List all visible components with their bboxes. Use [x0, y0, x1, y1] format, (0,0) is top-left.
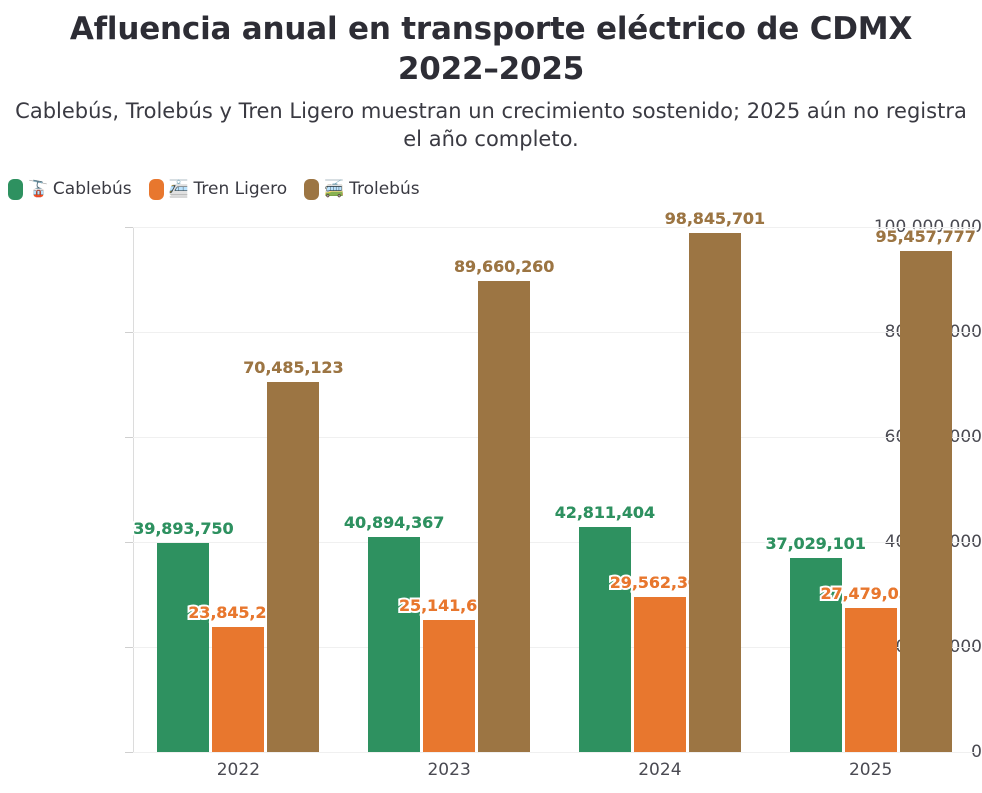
bar-value-label-outline: 95,457,777 — [874, 225, 978, 248]
bar-value-label: 23,845,237 — [188, 602, 289, 622]
legend-label: Cablebús — [52, 179, 132, 199]
bar-2022-troleb-s[interactable] — [267, 381, 320, 752]
bar-value-label: 89,660,260 — [454, 257, 555, 277]
gridline — [133, 437, 976, 438]
bar-2024-tren-ligero[interactable] — [633, 596, 686, 752]
bar-2024-cableb-s[interactable] — [578, 527, 631, 752]
legend-item-cableb-s[interactable]: 🚡 Cablebús — [8, 176, 132, 202]
x-axis-tick-label: 2022 — [216, 760, 261, 780]
y-axis-tick-label: 0 — [971, 742, 982, 762]
bar-2023-tren-ligero[interactable] — [423, 620, 476, 752]
bar-value-label: 40,894,367 — [344, 513, 445, 533]
bar-value-label-outline: 37,029,101 — [764, 532, 868, 555]
chart-title-line-2: 2022–2025 — [397, 50, 585, 87]
bar-value-label: 98,845,701 — [664, 209, 765, 229]
bar-value-label: 25,141,675 — [399, 596, 500, 615]
x-axis-tick-label: 2025 — [848, 760, 893, 780]
chart-title-line-1: Afluencia anual en transporte eléctrico … — [69, 11, 913, 47]
bar-value-label-outline: 25,141,675 — [397, 594, 501, 617]
plot-area: 39,893,750 39,893,750 23,845,237 23,845,237… — [131, 207, 978, 753]
legend-label: Trolebús — [349, 179, 420, 199]
bar-value-label-outline: 42,811,404 — [553, 501, 657, 524]
legend-swatch — [304, 178, 320, 200]
bar-value-label: 29,562,302 — [609, 572, 710, 592]
chart-title: Afluencia anual en transporte eléctrico … — [0, 10, 982, 89]
bar-2025-troleb-s[interactable] — [899, 250, 952, 752]
bar-2025-cableb-s[interactable] — [789, 557, 842, 752]
legend-item-troleb-s[interactable]: 🚎 Trolebús — [304, 176, 420, 202]
trolleybus-icon: 🚎 — [324, 179, 345, 198]
bar-value-label: 95,457,777 — [875, 226, 976, 246]
light-rail-icon: 🚈 — [168, 179, 189, 198]
y-axis-tick-mark — [125, 647, 133, 648]
bar-value-label-outline: 89,660,260 — [452, 255, 556, 278]
y-axis-line — [133, 227, 134, 753]
bar-value-label-outline: 98,845,701 — [663, 207, 767, 230]
bar-value-label-outline: 29,562,302 — [608, 571, 712, 594]
legend-swatch — [148, 178, 164, 200]
bar-2022-tren-ligero[interactable] — [212, 626, 265, 752]
bar-value-label: 39,893,750 — [133, 518, 234, 538]
bar-value-label: 27,479,056 — [820, 583, 921, 603]
chart-subtitle: Cablebús, Trolebús y Tren Ligero muestra… — [15, 99, 967, 151]
legend-swatch — [8, 178, 23, 200]
gridline — [133, 752, 976, 753]
x-axis-tick-label: 2024 — [638, 760, 682, 780]
bar-2024-troleb-s[interactable] — [688, 233, 741, 752]
gridline — [133, 332, 976, 333]
y-axis-tick-mark — [125, 332, 133, 333]
x-axis-tick-label: 2023 — [427, 760, 471, 780]
aerial-tramway-icon: 🚡 — [28, 179, 48, 198]
bar-value-label-outline: 23,845,237 — [186, 601, 290, 624]
bar-2023-troleb-s[interactable] — [478, 281, 531, 752]
bar-2025-tren-ligero[interactable] — [844, 607, 897, 752]
bar-value-label: 42,811,404 — [554, 503, 655, 523]
y-axis-tick-mark — [125, 437, 133, 438]
bar-value-label-outline: 27,479,056 — [819, 582, 923, 605]
bar-value-label: 37,029,101 — [765, 533, 866, 553]
legend-item-tren-ligero[interactable]: 🚈 Tren Ligero — [148, 176, 288, 202]
bar-value-label: 70,485,123 — [243, 357, 344, 377]
bar-value-label-outline: 40,894,367 — [342, 511, 446, 534]
chart-legend: 🚡 Cablebús 🚈 Tren Ligero 🚎 Trolebús — [8, 176, 420, 202]
legend-label: Tren Ligero — [193, 179, 288, 199]
y-axis-tick-mark — [125, 542, 133, 543]
gridline — [133, 542, 976, 543]
y-axis-tick-mark — [125, 752, 133, 753]
bar-value-label-outline: 39,893,750 — [131, 517, 235, 540]
bar-2022-cableb-s[interactable] — [157, 542, 210, 752]
gridline — [133, 227, 976, 228]
y-axis-tick-mark — [125, 227, 133, 228]
gridline — [133, 647, 976, 648]
bar-value-label-outline: 70,485,123 — [241, 356, 345, 379]
bar-2023-cableb-s[interactable] — [368, 537, 421, 752]
